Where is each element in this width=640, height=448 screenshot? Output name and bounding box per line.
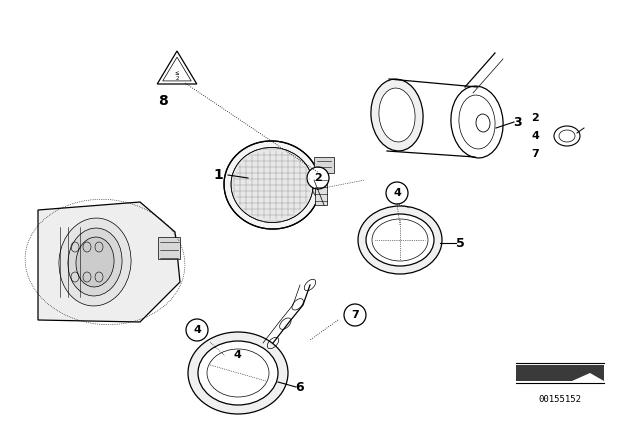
- Circle shape: [344, 304, 366, 326]
- Polygon shape: [516, 365, 604, 381]
- Text: 8: 8: [158, 94, 168, 108]
- Ellipse shape: [76, 237, 114, 287]
- Ellipse shape: [198, 341, 278, 405]
- Ellipse shape: [231, 147, 313, 223]
- Text: 6: 6: [296, 380, 304, 393]
- Text: 2: 2: [314, 173, 322, 183]
- Circle shape: [186, 319, 208, 341]
- Circle shape: [307, 167, 329, 189]
- Text: ≤
2: ≤ 2: [175, 71, 179, 81]
- Ellipse shape: [358, 206, 442, 274]
- Text: 2: 2: [531, 113, 539, 123]
- Text: 1: 1: [213, 168, 223, 182]
- Text: 4: 4: [393, 188, 401, 198]
- Ellipse shape: [188, 332, 288, 414]
- Ellipse shape: [68, 228, 122, 296]
- Ellipse shape: [379, 88, 415, 142]
- Polygon shape: [38, 202, 180, 322]
- Ellipse shape: [366, 214, 434, 266]
- Text: 4: 4: [233, 350, 241, 360]
- FancyBboxPatch shape: [314, 157, 334, 173]
- Polygon shape: [157, 51, 197, 84]
- Text: 00155152: 00155152: [538, 395, 582, 404]
- Circle shape: [386, 182, 408, 204]
- Text: 7: 7: [351, 310, 359, 320]
- Ellipse shape: [59, 218, 131, 306]
- Text: 7: 7: [531, 149, 539, 159]
- Text: 4: 4: [531, 131, 539, 141]
- Text: 4: 4: [193, 325, 201, 335]
- FancyBboxPatch shape: [315, 177, 327, 205]
- FancyBboxPatch shape: [158, 237, 180, 259]
- Ellipse shape: [371, 79, 423, 151]
- Text: 5: 5: [456, 237, 465, 250]
- Circle shape: [226, 344, 248, 366]
- Ellipse shape: [224, 141, 320, 229]
- Text: 3: 3: [514, 116, 522, 129]
